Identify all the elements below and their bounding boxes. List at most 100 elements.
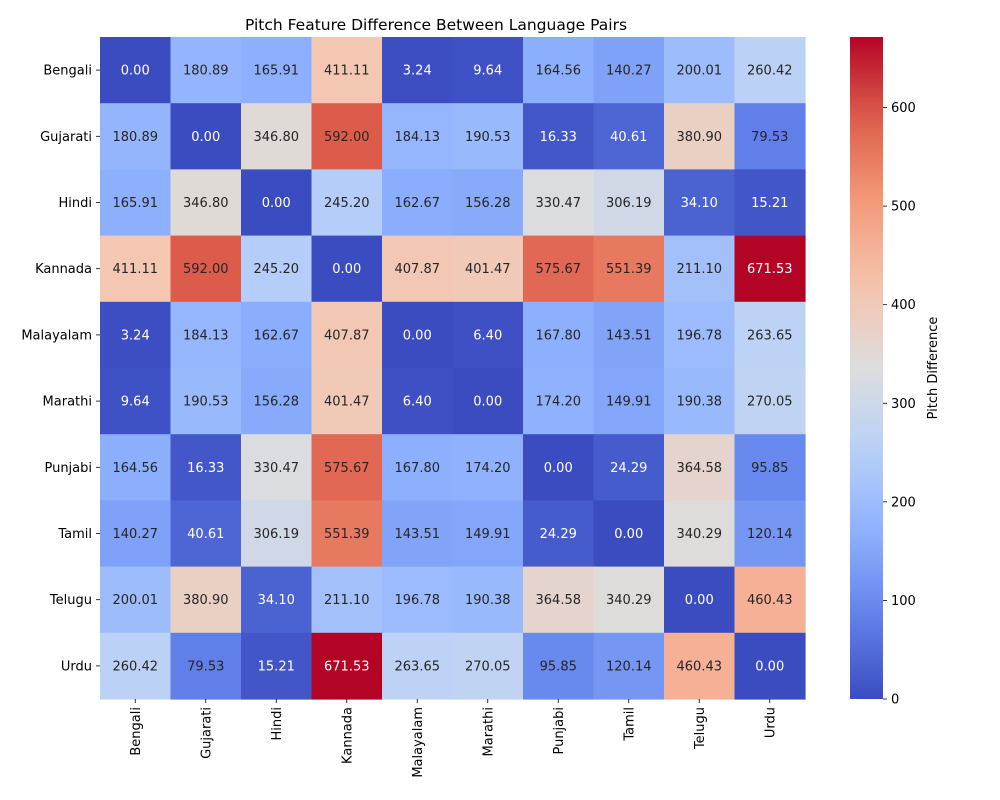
cell-value-label: 460.43 — [747, 593, 793, 608]
cell-value-label: 340.29 — [606, 593, 652, 608]
cell-value-label: 200.01 — [113, 593, 159, 608]
cell-value-label: 671.53 — [747, 262, 793, 277]
cell-value-label: 174.20 — [536, 395, 582, 410]
cell-value-label: 34.10 — [258, 593, 295, 608]
cell-value-label: 551.39 — [324, 527, 370, 542]
cell-value-label: 3.24 — [121, 328, 150, 343]
heatmap-cell — [241, 632, 313, 700]
heatmap-cell — [382, 566, 454, 634]
cell-value-label: 260.42 — [747, 64, 793, 79]
cell-value-label: 15.21 — [751, 196, 788, 211]
colorbar-tick-label: 0 — [891, 693, 899, 708]
heatmap-cell — [523, 235, 595, 303]
cell-value-label: 306.19 — [606, 196, 652, 211]
heatmap-cell — [100, 37, 172, 104]
row-label: Hindi — [59, 196, 93, 211]
heatmap-cell — [452, 434, 524, 501]
heatmap-cell — [664, 301, 736, 369]
heatmap-cell — [523, 434, 595, 501]
heatmap-cell — [664, 103, 736, 170]
heatmap-cell — [523, 301, 595, 369]
heatmap-cell — [664, 566, 736, 634]
row-label: Malayalam — [21, 328, 92, 343]
column-label: Punjabi — [552, 707, 567, 755]
heatmap-cell — [593, 368, 665, 435]
cell-value-label: 95.85 — [751, 461, 788, 476]
heatmap-cell — [382, 434, 454, 501]
column-label: Malayalam — [411, 707, 426, 778]
cell-value-label: 149.91 — [606, 395, 652, 410]
heatmap-cell — [664, 632, 736, 700]
cell-value-label: 162.67 — [254, 328, 300, 343]
heatmap-cells: 0.00 180.89 165.91 411.11 3.24 9.64 164.56 140.… — [100, 37, 806, 700]
cell-value-label: 211.10 — [324, 593, 370, 608]
cell-value-label: 120.14 — [747, 527, 793, 542]
heatmap-cell — [593, 500, 665, 568]
heatmap-cell — [734, 434, 806, 501]
heatmap-cell — [452, 500, 524, 568]
cell-value-label: 0.00 — [755, 659, 784, 674]
row-label: Bengali — [43, 64, 92, 79]
heatmap-cell — [170, 500, 242, 568]
cell-value-label: 165.91 — [113, 196, 159, 211]
cell-value-label: 340.29 — [677, 527, 723, 542]
cell-value-label: 196.78 — [395, 593, 441, 608]
colorbar-tick-label: 400 — [891, 298, 916, 313]
cell-value-label: 0.00 — [685, 593, 714, 608]
cell-value-label: 346.80 — [254, 130, 300, 145]
heatmap-cell — [664, 500, 736, 568]
cell-value-label: 190.38 — [677, 395, 723, 410]
heatmap-cell — [241, 368, 313, 435]
heatmap-cell — [170, 169, 242, 237]
cell-value-label: 401.47 — [465, 262, 511, 277]
heatmap-cell — [734, 500, 806, 568]
chart-title: Pitch Feature Difference Between Languag… — [245, 16, 627, 34]
row-label: Marathi — [43, 395, 92, 410]
heatmap-cell — [523, 103, 595, 170]
cell-value-label: 407.87 — [324, 328, 370, 343]
row-label: Gujarati — [40, 130, 92, 145]
heatmap-cell — [311, 169, 383, 237]
column-label: Tamil — [622, 707, 637, 742]
cell-value-label: 592.00 — [324, 130, 370, 145]
cell-value-label: 9.64 — [473, 64, 502, 79]
heatmap-cell — [170, 434, 242, 501]
cell-value-label: 364.58 — [536, 593, 582, 608]
cell-value-label: 9.64 — [121, 395, 150, 410]
heatmap-cell — [452, 169, 524, 237]
heatmap-cell — [311, 235, 383, 303]
heatmap-cell — [734, 301, 806, 369]
heatmap-cell — [382, 169, 454, 237]
heatmap-cell — [734, 632, 806, 700]
cell-value-label: 407.87 — [395, 262, 441, 277]
cell-value-label: 140.27 — [606, 64, 652, 79]
cell-value-label: 143.51 — [606, 328, 652, 343]
heatmap-cell — [311, 301, 383, 369]
cell-value-label: 211.10 — [677, 262, 723, 277]
cell-value-label: 120.14 — [606, 659, 652, 674]
cell-value-label: 575.67 — [324, 461, 370, 476]
colorbar-ticks: 0 100 200 300 400 500 600 — [883, 101, 916, 708]
cell-value-label: 162.67 — [395, 196, 441, 211]
heatmap-cell — [523, 37, 595, 104]
heatmap-cell — [664, 235, 736, 303]
cell-value-label: 330.47 — [536, 196, 582, 211]
cell-value-label: 16.33 — [540, 130, 577, 145]
cell-value-label: 411.11 — [113, 262, 159, 277]
cell-value-label: 143.51 — [395, 527, 441, 542]
colorbar-tick-label: 100 — [891, 594, 916, 609]
heatmap-cell — [452, 301, 524, 369]
colorbar-tick-label: 500 — [891, 200, 916, 215]
row-label: Urdu — [61, 659, 92, 674]
cell-value-label: 0.00 — [191, 130, 220, 145]
heatmap-cell — [241, 37, 313, 104]
heatmap-cell — [734, 566, 806, 634]
cell-value-label: 34.10 — [681, 196, 718, 211]
heatmap-cell — [241, 169, 313, 237]
cell-value-label: 140.27 — [113, 527, 159, 542]
heatmap-cell — [523, 500, 595, 568]
heatmap-cell — [170, 301, 242, 369]
heatmap-cell — [241, 566, 313, 634]
heatmap-cell — [593, 37, 665, 104]
heatmap-cell — [734, 235, 806, 303]
